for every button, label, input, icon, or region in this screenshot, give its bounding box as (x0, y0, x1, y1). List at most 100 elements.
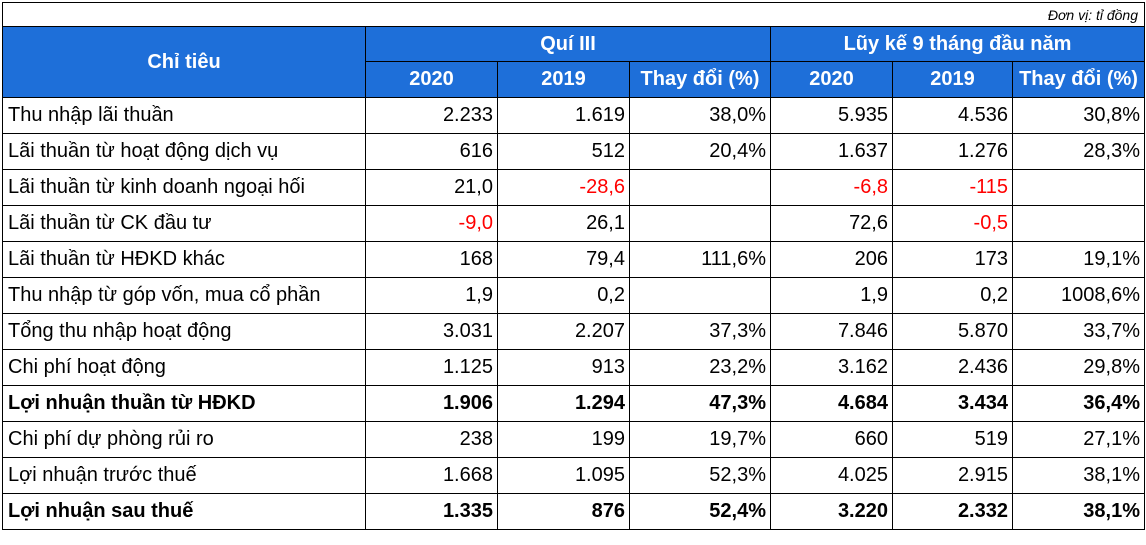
table-row: Lãi thuần từ CK đầu tư -9,0 26,1 72,6 -0,5 (2, 205, 1146, 242)
table-cell (1011, 169, 1146, 206)
table-cell: 79,4 (497, 241, 630, 278)
column-group-9-months: Lũy kế 9 tháng đầu năm (769, 26, 1146, 62)
table-cell: 38,1% (1011, 493, 1146, 530)
row-label: Thu nhập lãi thuần (2, 97, 366, 134)
table-cell: 2.233 (365, 97, 498, 134)
table-cell: -28,6 (497, 169, 630, 206)
table-row: Lãi thuần từ kinh doanh ngoại hối 21,0 -28… (2, 169, 1146, 206)
table-cell: 36,4% (1011, 385, 1146, 422)
table-cell: 30,8% (1011, 97, 1146, 134)
table-row: Chi phí dự phòng rủi ro 238 199 19,7% 660 519… (2, 421, 1146, 458)
table-cell (629, 205, 771, 242)
table-cell: -6,8 (770, 169, 893, 206)
table-cell: 4.684 (770, 385, 893, 422)
table-cell: 27,1% (1011, 421, 1146, 458)
table-cell: 1.906 (365, 385, 498, 422)
table-cell: 5.935 (770, 97, 893, 134)
row-label: Thu nhập từ góp vốn, mua cổ phần (2, 277, 366, 314)
table-cell: 52,3% (629, 457, 771, 494)
table-cell: 3.031 (365, 313, 498, 350)
table-cell: 38,0% (629, 97, 771, 134)
table-cell: 3.434 (892, 385, 1013, 422)
table-cell (629, 277, 771, 314)
table-cell: 37,3% (629, 313, 771, 350)
table-cell: 1.335 (365, 493, 498, 530)
table-cell: 1.276 (892, 133, 1013, 170)
row-label: Lợi nhuận sau thuế (2, 493, 366, 530)
table-cell: 1,9 (770, 277, 893, 314)
column-header-indicator: Chỉ tiêu (2, 26, 366, 98)
table-row: Lãi thuần từ HĐKD khác 168 79,4 111,6% 206 17… (2, 241, 1146, 278)
table-cell: 5.870 (892, 313, 1013, 350)
financial-results-table: Đơn vị: tỉ đồng Chỉ tiêu Quí III Lũy kế … (1, 2, 1146, 530)
row-label: Lãi thuần từ CK đầu tư (2, 205, 366, 242)
table-cell: 4.536 (892, 97, 1013, 134)
table-cell: 20,4% (629, 133, 771, 170)
row-label: Chi phí dự phòng rủi ro (2, 421, 366, 458)
table-cell: 23,2% (629, 349, 771, 386)
table-row: Chi phí hoạt động 1.125 913 23,2% 3.162 2.436… (2, 349, 1146, 386)
column-header-9m-2019: 2019 (892, 61, 1013, 98)
table-cell: 1.294 (497, 385, 630, 422)
table-cell: 660 (770, 421, 893, 458)
table-cell: 38,1% (1011, 457, 1146, 494)
table-cell: 2.915 (892, 457, 1013, 494)
table-cell: -9,0 (365, 205, 498, 242)
table-cell: 3.220 (770, 493, 893, 530)
table-row: Lãi thuần từ hoạt động dịch vụ 616 512 20,4… (2, 133, 1146, 170)
unit-note: Đơn vị: tỉ đồng (1, 2, 1146, 27)
table-cell: 1008,6% (1011, 277, 1146, 314)
table-cell: 2.436 (892, 349, 1013, 386)
table-cell: 19,1% (1011, 241, 1146, 278)
table-cell: 2.207 (497, 313, 630, 350)
table-row: Lợi nhuận trước thuế 1.668 1.095 52,3% 4.025… (2, 457, 1146, 494)
table-cell: 512 (497, 133, 630, 170)
table-cell: 1.637 (770, 133, 893, 170)
table-cell: 206 (770, 241, 893, 278)
row-label: Tổng thu nhập hoạt động (2, 313, 366, 350)
table-cell: 7.846 (770, 313, 893, 350)
table-cell (1011, 205, 1146, 242)
table-cell: 0,2 (497, 277, 630, 314)
table-cell: 2.332 (892, 493, 1013, 530)
column-group-q3: Quí III (365, 26, 771, 62)
table-cell: 1.668 (365, 457, 498, 494)
row-label: Lãi thuần từ HĐKD khác (2, 241, 366, 278)
table-cell: 28,3% (1011, 133, 1146, 170)
row-label: Chi phí hoạt động (2, 349, 366, 386)
table-cell: 3.162 (770, 349, 893, 386)
column-header-9m-2020: 2020 (770, 61, 893, 98)
table-cell: 4.025 (770, 457, 893, 494)
table-cell: 26,1 (497, 205, 630, 242)
row-label: Lợi nhuận thuần từ HĐKD (2, 385, 366, 422)
row-label: Lợi nhuận trước thuế (2, 457, 366, 494)
table-cell: -0,5 (892, 205, 1013, 242)
row-label: Lãi thuần từ hoạt động dịch vụ (2, 133, 366, 170)
table-cell: 19,7% (629, 421, 771, 458)
table-cell: 0,2 (892, 277, 1013, 314)
table-cell: 238 (365, 421, 498, 458)
table-cell: -115 (892, 169, 1013, 206)
table-cell: 29,8% (1011, 349, 1146, 386)
table-cell: 1.125 (365, 349, 498, 386)
table-row: Lợi nhuận thuần từ HĐKD 1.906 1.294 47,3% 4.… (2, 385, 1146, 422)
column-header-q3-change: Thay đổi (%) (629, 61, 771, 98)
table-cell: 72,6 (770, 205, 893, 242)
table-cell: 519 (892, 421, 1013, 458)
column-header-q3-2019: 2019 (497, 61, 630, 98)
table-cell (629, 169, 771, 206)
table-cell: 876 (497, 493, 630, 530)
table-cell: 173 (892, 241, 1013, 278)
row-label: Lãi thuần từ kinh doanh ngoại hối (2, 169, 366, 206)
column-header-9m-change: Thay đổi (%) (1011, 61, 1146, 98)
table-cell: 616 (365, 133, 498, 170)
table-row: Thu nhập từ góp vốn, mua cổ phần 1,9 0,2 1,… (2, 277, 1146, 314)
table-cell: 199 (497, 421, 630, 458)
table-cell: 33,7% (1011, 313, 1146, 350)
table-row: Lợi nhuận sau thuế 1.335 876 52,4% 3.220 2.33… (2, 493, 1146, 530)
column-header-q3-2020: 2020 (365, 61, 498, 98)
table-cell: 168 (365, 241, 498, 278)
table-cell: 47,3% (629, 385, 771, 422)
table-cell: 111,6% (629, 241, 771, 278)
